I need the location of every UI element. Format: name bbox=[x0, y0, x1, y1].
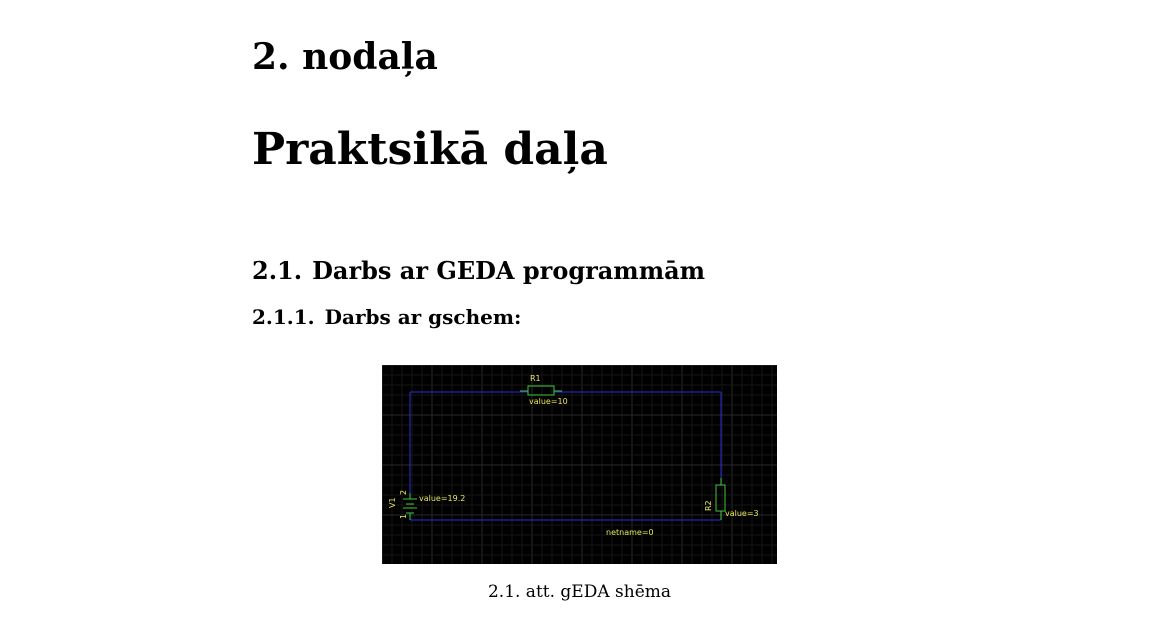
v1-pin-bottom-label: 1 bbox=[399, 514, 408, 519]
subsection-title: Darbs ar gschem: bbox=[324, 305, 522, 329]
subsection-number: 2.1.1. bbox=[252, 305, 315, 329]
section-number: 2.1. bbox=[252, 256, 303, 285]
subsection-heading: 2.1.1. Darbs ar gschem: bbox=[252, 305, 521, 329]
circuit-components bbox=[403, 385, 726, 520]
r1-ref-label: R1 bbox=[530, 374, 541, 383]
chapter-number: 2. nodaļa bbox=[252, 36, 438, 78]
r1-value-label: value=10 bbox=[529, 397, 568, 406]
schematic-figure: R1 value=10 R2 value=3 V1 value=19.2 2 1… bbox=[382, 365, 777, 564]
v1-pin-top-label: 2 bbox=[399, 490, 408, 495]
section-title: Darbs ar GEDA programmām bbox=[312, 256, 706, 285]
section-heading: 2.1. Darbs ar GEDA programmām bbox=[252, 256, 705, 285]
net-label: netname=0 bbox=[606, 528, 654, 537]
schematic-canvas: R1 value=10 R2 value=3 V1 value=19.2 2 1… bbox=[382, 365, 777, 564]
figure-caption: 2.1. att. gEDA shēma bbox=[487, 582, 672, 602]
circuit-wires bbox=[409, 391, 722, 521]
voltage-source-v1 bbox=[403, 493, 417, 520]
r2-ref-label: R2 bbox=[704, 500, 713, 511]
v1-value-label: value=19.2 bbox=[419, 494, 465, 503]
v1-ref-label: V1 bbox=[388, 497, 397, 508]
resistor-r2 bbox=[715, 478, 726, 520]
chapter-title: Praktsikā daļa bbox=[252, 124, 608, 175]
schematic-grid bbox=[382, 365, 777, 564]
resistor-r1 bbox=[520, 385, 562, 396]
r2-value-label: value=3 bbox=[725, 509, 759, 518]
